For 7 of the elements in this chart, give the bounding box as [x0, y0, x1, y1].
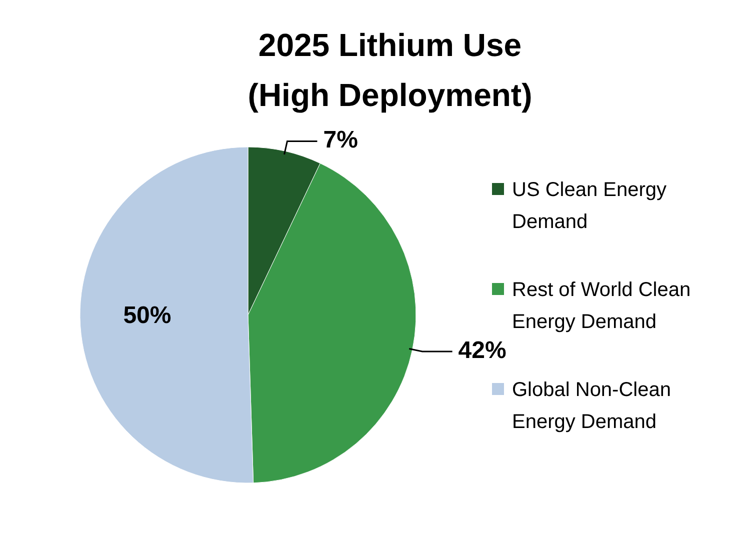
data-label: 7% — [323, 126, 358, 154]
legend-label: US Clean Energy Demand — [512, 179, 667, 233]
chart-title: 2025 Lithium Use (High Deployment) — [248, 27, 532, 113]
data-label: 50% — [123, 302, 172, 329]
legend-label: Global Non-Clean Energy Demand — [512, 379, 671, 433]
legend-label: Rest of World Clean Energy Demand — [512, 279, 691, 333]
data-label: 42% — [458, 336, 506, 364]
